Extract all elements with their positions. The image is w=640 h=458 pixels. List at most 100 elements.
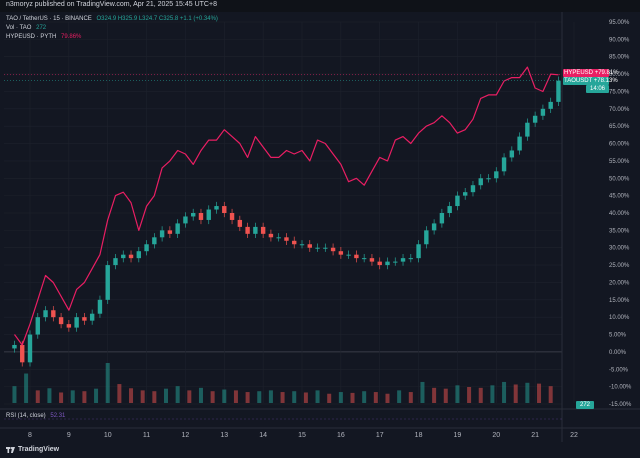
x-tick-label: 13 (220, 432, 228, 439)
y-tick-label: 80.00% (609, 72, 630, 78)
volume-bar (548, 386, 553, 403)
volume-bar (490, 385, 495, 403)
legend-volume-label[interactable]: Vol · TAO (6, 25, 32, 31)
y-tick-label: 5.00% (609, 333, 627, 339)
legend-symbol-row: TAO / TetherUS · 15 · BINANCE O324.9 H32… (6, 15, 218, 24)
y-tick-label: 30.00% (609, 246, 630, 252)
tao-candle (354, 254, 359, 259)
x-tick-label: 17 (376, 432, 384, 439)
volume-bar (105, 363, 110, 403)
x-tick-label: 20 (492, 432, 500, 439)
volume-bar (117, 384, 122, 403)
y-tick-label: 45.00% (609, 194, 630, 200)
hype-badge-value: +79.81% (594, 70, 619, 76)
tao-candle (260, 226, 266, 234)
x-tick-label: 8 (28, 432, 32, 439)
volume-bar (467, 387, 472, 403)
tao-candle (556, 80, 561, 102)
tao-candle (400, 258, 406, 262)
tao-candle (463, 192, 468, 196)
footer-bar: TradingView (0, 442, 640, 458)
x-tick-label: 18 (415, 432, 423, 439)
tao-candle (276, 237, 281, 239)
tao-candle (183, 216, 188, 224)
x-tick-label: 14 (259, 432, 267, 439)
x-tick-label: 22 (570, 432, 578, 439)
volume-bar (233, 390, 238, 403)
y-tick-label: 15.00% (609, 298, 630, 304)
bar-countdown-badge: 14:06 (586, 85, 609, 93)
tao-candle (307, 244, 312, 248)
legend-symbol[interactable]: TAO / TetherUS · 15 · BINANCE (6, 16, 92, 22)
legend-compare-label[interactable]: HYPEUSD · PYTH (6, 34, 57, 40)
x-tick-label: 19 (454, 432, 462, 439)
tao-candle (393, 261, 398, 263)
tao-candle (486, 178, 491, 180)
tao-candle (35, 317, 40, 335)
volume-bar (350, 392, 355, 403)
volume-bar (59, 392, 64, 403)
volume-bar (280, 392, 285, 403)
plot-area (4, 22, 562, 403)
tao-candle (229, 213, 235, 220)
legend-ohlc: O324.9 H325.9 L324.7 C325.8 +1.1 (+0.34%… (96, 16, 218, 22)
y-tick-label: 65.00% (609, 124, 630, 130)
volume-bar (24, 373, 29, 403)
tao-candle (455, 195, 460, 207)
tao-candle (385, 261, 390, 266)
chart-legend: TAO / TetherUS · 15 · BINANCE O324.9 H32… (6, 15, 218, 42)
legend-volume-value: 272 (36, 25, 47, 31)
tao-candle (346, 254, 351, 256)
tao-candle (27, 334, 33, 363)
tao-candle (222, 206, 227, 213)
x-tick-label: 12 (182, 432, 190, 439)
tao-candle (548, 101, 553, 109)
tao-candle (361, 258, 367, 260)
volume-bar (525, 382, 530, 403)
publish-bar: n3moryz published on TradingView.com, Ap… (0, 0, 640, 12)
legend-compare-value: 79.86% (61, 34, 82, 40)
x-tick-label: 9 (67, 432, 71, 439)
volume-bar (327, 393, 332, 403)
tao-candle (338, 251, 344, 255)
tao-candle (12, 344, 17, 349)
tao-candle (377, 261, 382, 266)
y-tick-label: 95.00% (609, 20, 630, 26)
hype-price-badge: HYPEUSD +79.81% (563, 69, 619, 77)
tao-candle (478, 178, 483, 186)
tao-badge-label: TAOUSDT (564, 78, 593, 84)
volume-bar (513, 384, 518, 403)
hype-badge-label: HYPEUSD (564, 70, 594, 76)
y-tick-label: 0.00% (609, 350, 627, 356)
tao-candle (408, 258, 413, 260)
tao-candle (43, 310, 48, 318)
tao-candle (66, 324, 72, 328)
tao-candle (58, 317, 64, 325)
volume-bar (432, 387, 437, 403)
tao-candle (159, 230, 165, 238)
tao-candle (51, 310, 56, 318)
hype-line (14, 66, 559, 346)
tao-candle (431, 223, 437, 231)
rsi-label[interactable]: RSI (14, close) (6, 413, 46, 419)
tao-candle (369, 258, 375, 262)
volume-bar (338, 392, 343, 403)
tao-candle (424, 230, 429, 245)
volume-bar (502, 381, 507, 403)
tao-candle (82, 317, 87, 321)
tao-candle (74, 317, 79, 328)
volume-bar (373, 392, 378, 403)
tao-candle (299, 244, 305, 246)
volume-bar (152, 391, 157, 403)
tao-candle (292, 240, 297, 245)
volume-bar (47, 388, 52, 403)
volume-bar (420, 381, 425, 403)
volume-bar (140, 390, 145, 403)
volume-bar (94, 388, 99, 403)
footer-brand: TradingView (18, 446, 60, 453)
volume-bar (210, 391, 215, 403)
y-tick-label: 60.00% (609, 142, 630, 148)
tao-candle (191, 213, 196, 217)
tao-candle (167, 230, 173, 234)
